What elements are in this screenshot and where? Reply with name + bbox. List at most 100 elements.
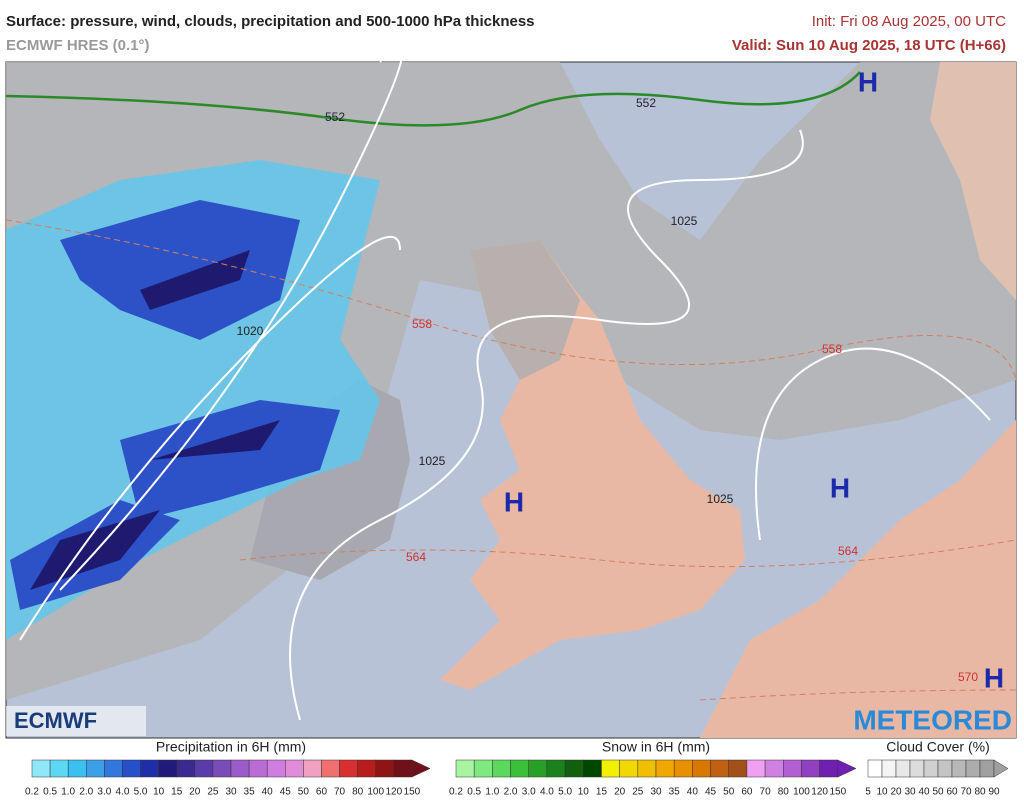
legend-label: 45 (705, 787, 717, 798)
legend-swatch (909, 759, 925, 778)
legend-label: 60 (316, 787, 328, 798)
legend-label: 90 (988, 787, 1000, 798)
legend-swatch (692, 759, 711, 778)
title: Surface: pressure, wind, clouds, precipi… (6, 13, 535, 30)
legend-swatch (673, 759, 693, 778)
thickness-label: 552 (636, 96, 656, 110)
legend-label: 3.0 (97, 787, 111, 798)
legend-title: Precipitation in 6H (mm) (156, 739, 306, 755)
legend-swatch (339, 759, 358, 778)
legend-swatch (655, 759, 675, 778)
legend-swatch (564, 759, 584, 778)
legend-swatch (158, 759, 177, 778)
legend-label: 15 (171, 787, 183, 798)
legend-swatch (601, 759, 620, 778)
thickness-552 (5, 71, 861, 127)
legend-label: 10 (876, 787, 888, 798)
legend-label: 70 (760, 787, 772, 798)
legend-label: 40 (918, 787, 930, 798)
legend-swatch (895, 759, 911, 778)
map (5, 46, 1017, 739)
legend-swatch (266, 759, 286, 778)
thickness-label: 570 (958, 670, 978, 684)
legend-label: 40 (262, 787, 274, 798)
legend-label: 25 (632, 787, 644, 798)
thickness-label: 558 (822, 342, 842, 356)
legend-swatch (473, 759, 493, 778)
legend-swatch (510, 759, 529, 778)
legend-swatch (285, 759, 304, 778)
valid: Valid: Sun 10 Aug 2025, 18 UTC (H+66) (732, 37, 1006, 54)
legend-label: 2.0 (504, 787, 518, 798)
legend-swatch (951, 759, 967, 778)
legend-label: 35 (244, 787, 256, 798)
legend-swatch (321, 759, 340, 778)
legend-label: 2.0 (79, 787, 93, 798)
high-marker: H (830, 472, 850, 503)
legend-swatch (194, 759, 214, 778)
legend-label: 1.0 (485, 787, 499, 798)
high-marker: H (504, 486, 524, 517)
legend-swatch (867, 759, 883, 778)
isobar-label: 1025 (707, 492, 734, 506)
legend-title: Snow in 6H (mm) (602, 739, 710, 755)
legend-label: 15 (596, 787, 608, 798)
legend-swatch (881, 759, 897, 778)
legend-label: 70 (334, 787, 346, 798)
legend-swatch (104, 759, 123, 778)
legend-swatch (393, 759, 413, 778)
legend-swatch (357, 759, 376, 778)
legend-label: 10 (578, 787, 590, 798)
legends: Precipitation in 6H (mm) 0.2 0.5 1.0 2.0 3.0 4… (25, 739, 1009, 798)
legend-label: 20 (890, 787, 902, 798)
scotland-cloud (470, 240, 580, 380)
legend-swatch (746, 759, 766, 778)
legend-label: 100 (367, 787, 384, 798)
legend-label: 5.0 (558, 787, 572, 798)
thickness-lines (5, 219, 1017, 701)
logo-bg (6, 706, 146, 736)
legend-label: 0.2 (449, 787, 463, 798)
legend-swatch (303, 759, 322, 778)
legend-label: 0.2 (25, 787, 39, 798)
legend-swatch (140, 759, 159, 778)
model: ECMWF HRES (0.1°) (6, 37, 150, 54)
legend-label: 60 (741, 787, 753, 798)
legend-label: 50 (932, 787, 944, 798)
legend-swatch (248, 759, 268, 778)
precip-heavy (30, 250, 280, 590)
legend-label: 150 (404, 787, 421, 798)
legend-label: 1.0 (61, 787, 75, 798)
legend-swatch (375, 759, 395, 778)
legend-swatch (455, 759, 475, 778)
isobar-label: 1025 (419, 454, 446, 468)
legend-swatch (979, 759, 995, 778)
legend-swatch (528, 759, 548, 778)
isobars (19, 46, 991, 721)
legend-label: 150 (829, 787, 846, 798)
high-marker: H (984, 662, 1004, 693)
legend-swatch (619, 759, 639, 778)
legend-label: 4.0 (116, 787, 130, 798)
legend-swatch (637, 759, 657, 778)
legend-label: 60 (946, 787, 958, 798)
legend-label: 30 (650, 787, 662, 798)
legend-swatch (937, 759, 953, 778)
legend-label: 5.0 (134, 787, 148, 798)
legend-label: 50 (723, 787, 735, 798)
legend-label: 80 (352, 787, 364, 798)
legend-label: 25 (207, 787, 219, 798)
norway (930, 62, 1016, 300)
precip-moderate (10, 200, 340, 610)
legend-arrow (411, 759, 431, 778)
legend-label: 80 (778, 787, 790, 798)
legend-label: 70 (960, 787, 972, 798)
isobar-label: 1025 (671, 214, 698, 228)
thickness-label: 564 (406, 550, 426, 564)
legend-swatch (583, 759, 602, 778)
legend-swatch (546, 759, 566, 778)
legend-swatch (67, 759, 87, 778)
legend-swatch (86, 759, 105, 778)
legend-label: 0.5 (43, 787, 57, 798)
